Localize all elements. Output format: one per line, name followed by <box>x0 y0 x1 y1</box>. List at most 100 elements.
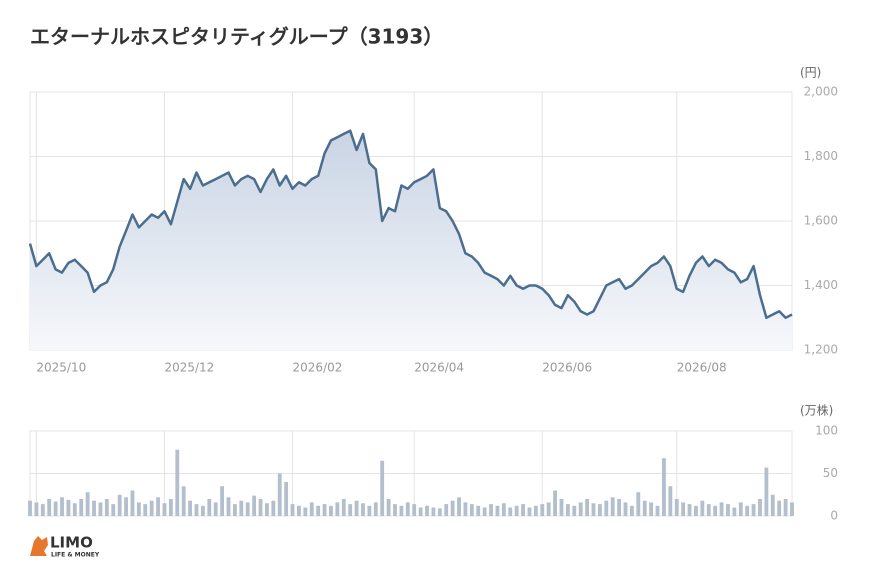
volume-bar <box>92 500 96 516</box>
volume-bar <box>386 499 391 516</box>
volume-bar <box>220 486 225 516</box>
volume-bar <box>85 492 90 516</box>
volume-bar <box>655 505 660 516</box>
volume-bar <box>181 486 186 516</box>
volume-bar <box>252 495 257 516</box>
volume-bar <box>726 504 730 516</box>
volume-bar <box>572 505 577 516</box>
volume-bar <box>565 504 570 516</box>
volume-bar <box>751 504 756 516</box>
volume-bar <box>232 504 237 516</box>
logo: LIMO LIFE & MONEY <box>30 534 100 559</box>
volume-bar <box>527 507 532 516</box>
volume-bar <box>277 473 282 516</box>
volume-bar <box>322 504 327 516</box>
volume-bar <box>636 492 641 516</box>
volume-bar <box>738 502 743 516</box>
x-tick-label: 2025/10 <box>36 361 86 375</box>
price-unit: (円) <box>800 66 821 80</box>
volume-bar <box>226 497 231 516</box>
volume-bar <box>79 499 84 516</box>
volume-bar <box>610 497 615 516</box>
volume-bar <box>482 507 487 516</box>
price-line <box>28 129 793 320</box>
volume-bar <box>617 499 622 516</box>
volume-bar <box>463 502 468 516</box>
volume-bar <box>437 508 442 516</box>
volume-bar <box>597 504 602 516</box>
volume-bar <box>694 505 698 516</box>
volume-bar <box>367 505 372 516</box>
volume-bar <box>719 502 724 516</box>
volume-bar <box>758 499 762 516</box>
volume-bar <box>143 504 148 516</box>
volume-bar <box>265 503 269 516</box>
volume-bar <box>47 499 52 516</box>
logo-name: LIMO <box>50 534 93 552</box>
logo-tagline: LIFE & MONEY <box>51 552 100 559</box>
y-tick-label: 1,200 <box>804 343 838 357</box>
x-tick-label: 2026/02 <box>293 361 343 375</box>
volume-bar <box>60 497 64 516</box>
volume-bar <box>546 502 551 516</box>
volume-bar <box>514 505 519 516</box>
volume-bar <box>668 486 673 516</box>
volume-bar <box>431 507 436 516</box>
volume-bar <box>213 502 218 516</box>
volume-bar <box>706 504 711 516</box>
volume-bar <box>117 494 122 516</box>
volume-bar <box>348 504 353 516</box>
volume-bar <box>495 505 500 516</box>
volume-bar <box>335 502 340 516</box>
volume-bar <box>316 505 321 516</box>
x-tick-label: 2025/12 <box>164 361 214 375</box>
y-tick-label: 1,600 <box>804 214 838 228</box>
volume-bar <box>476 505 481 516</box>
volume-bar <box>245 502 250 516</box>
volume-bar <box>642 500 647 516</box>
volume-bar <box>412 504 417 516</box>
volume-bar <box>124 497 128 516</box>
volume-bar <box>104 499 109 516</box>
volume-bar <box>130 490 135 516</box>
volume-bar <box>399 505 404 516</box>
volume-bar <box>604 500 609 516</box>
volume-bar <box>764 467 769 516</box>
y-tick-label: 1,400 <box>804 278 838 292</box>
volume-bar <box>649 502 654 516</box>
volume-bar <box>629 505 634 516</box>
volume-bar <box>98 502 103 516</box>
y-tick-label: 50 <box>823 466 838 480</box>
volume-bar <box>444 504 449 516</box>
volume-bar <box>258 499 263 516</box>
volume-bar <box>687 504 692 516</box>
volume-bar <box>309 502 314 516</box>
volume-bar <box>72 503 77 516</box>
volume-bar <box>700 500 705 516</box>
volume-bar <box>770 494 775 516</box>
volume-bar <box>553 490 557 516</box>
volume-bar <box>501 503 506 516</box>
volume-bar <box>111 504 116 516</box>
volume-bar <box>136 502 141 516</box>
volume-bar <box>341 499 346 516</box>
volume-bar <box>361 503 365 516</box>
y-tick-label: 2,000 <box>804 85 838 99</box>
volume-bar <box>489 504 493 516</box>
volume-bar <box>303 507 308 516</box>
volume-bar <box>777 500 782 516</box>
volume-bar <box>156 497 160 516</box>
volume-bar <box>425 505 429 516</box>
price-area <box>30 130 792 350</box>
y-tick-label: 0 <box>830 509 838 523</box>
logo-icon <box>30 536 48 556</box>
volume-bar <box>194 504 199 516</box>
volume-bar <box>745 505 750 516</box>
y-tick-label: 100 <box>815 424 838 438</box>
volume-bar <box>508 507 513 516</box>
volume-bar <box>623 502 628 516</box>
volume-bar <box>713 505 718 516</box>
volume-bar <box>457 497 461 516</box>
volume-bar <box>207 499 212 516</box>
